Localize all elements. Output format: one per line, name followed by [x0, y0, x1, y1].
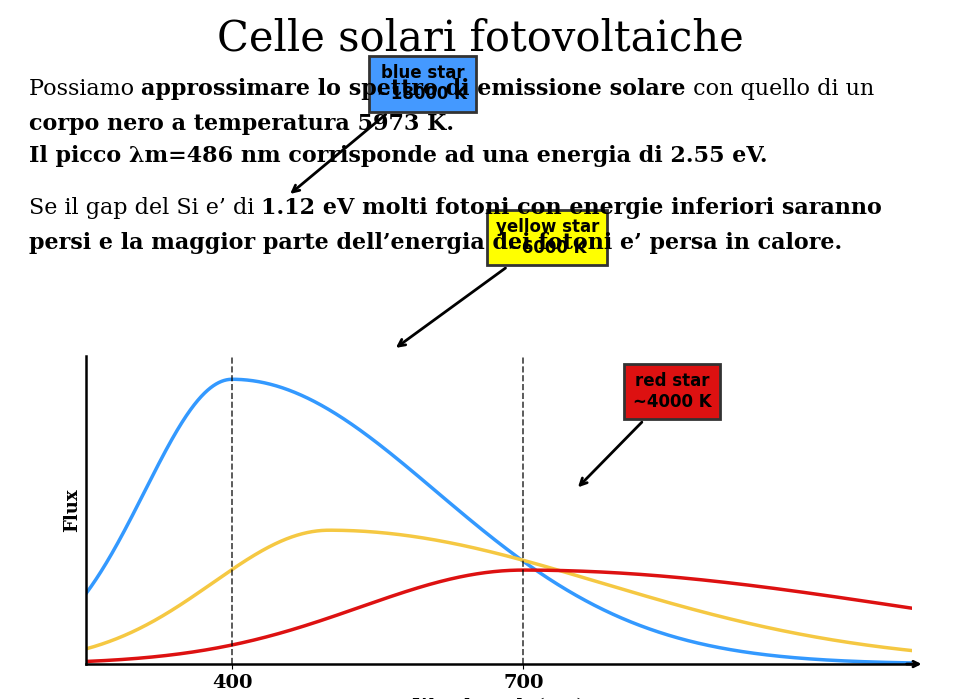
Text: corpo nero a temperatura 5973 K.: corpo nero a temperatura 5973 K.	[29, 113, 454, 135]
Text: persi e la maggior parte dell’energia dei fotoni e’ persa in calore.: persi e la maggior parte dell’energia de…	[29, 232, 842, 254]
Text: Possiamo: Possiamo	[29, 78, 141, 100]
Text: red star
~4000 K: red star ~4000 K	[580, 372, 711, 485]
X-axis label: Wavelength (nm): Wavelength (nm)	[413, 698, 586, 699]
Text: Se il gap del Si e’ di: Se il gap del Si e’ di	[29, 197, 261, 219]
Text: 1.12 eV molti fotoni con energie inferiori saranno: 1.12 eV molti fotoni con energie inferio…	[261, 197, 882, 219]
Text: Il picco λm=486 nm corrisponde ad una energia di 2.55 eV.: Il picco λm=486 nm corrisponde ad una en…	[29, 145, 767, 166]
Text: yellow star
~6000 K: yellow star ~6000 K	[398, 218, 599, 346]
Text: approssimare lo spettro di emissione solare: approssimare lo spettro di emissione sol…	[141, 78, 685, 100]
Y-axis label: Flux: Flux	[62, 489, 81, 532]
Text: Celle solari fotovoltaiche: Celle solari fotovoltaiche	[217, 17, 743, 59]
Text: blue star
~18000 K: blue star ~18000 K	[293, 64, 468, 192]
Text: con quello di un: con quello di un	[685, 78, 874, 100]
